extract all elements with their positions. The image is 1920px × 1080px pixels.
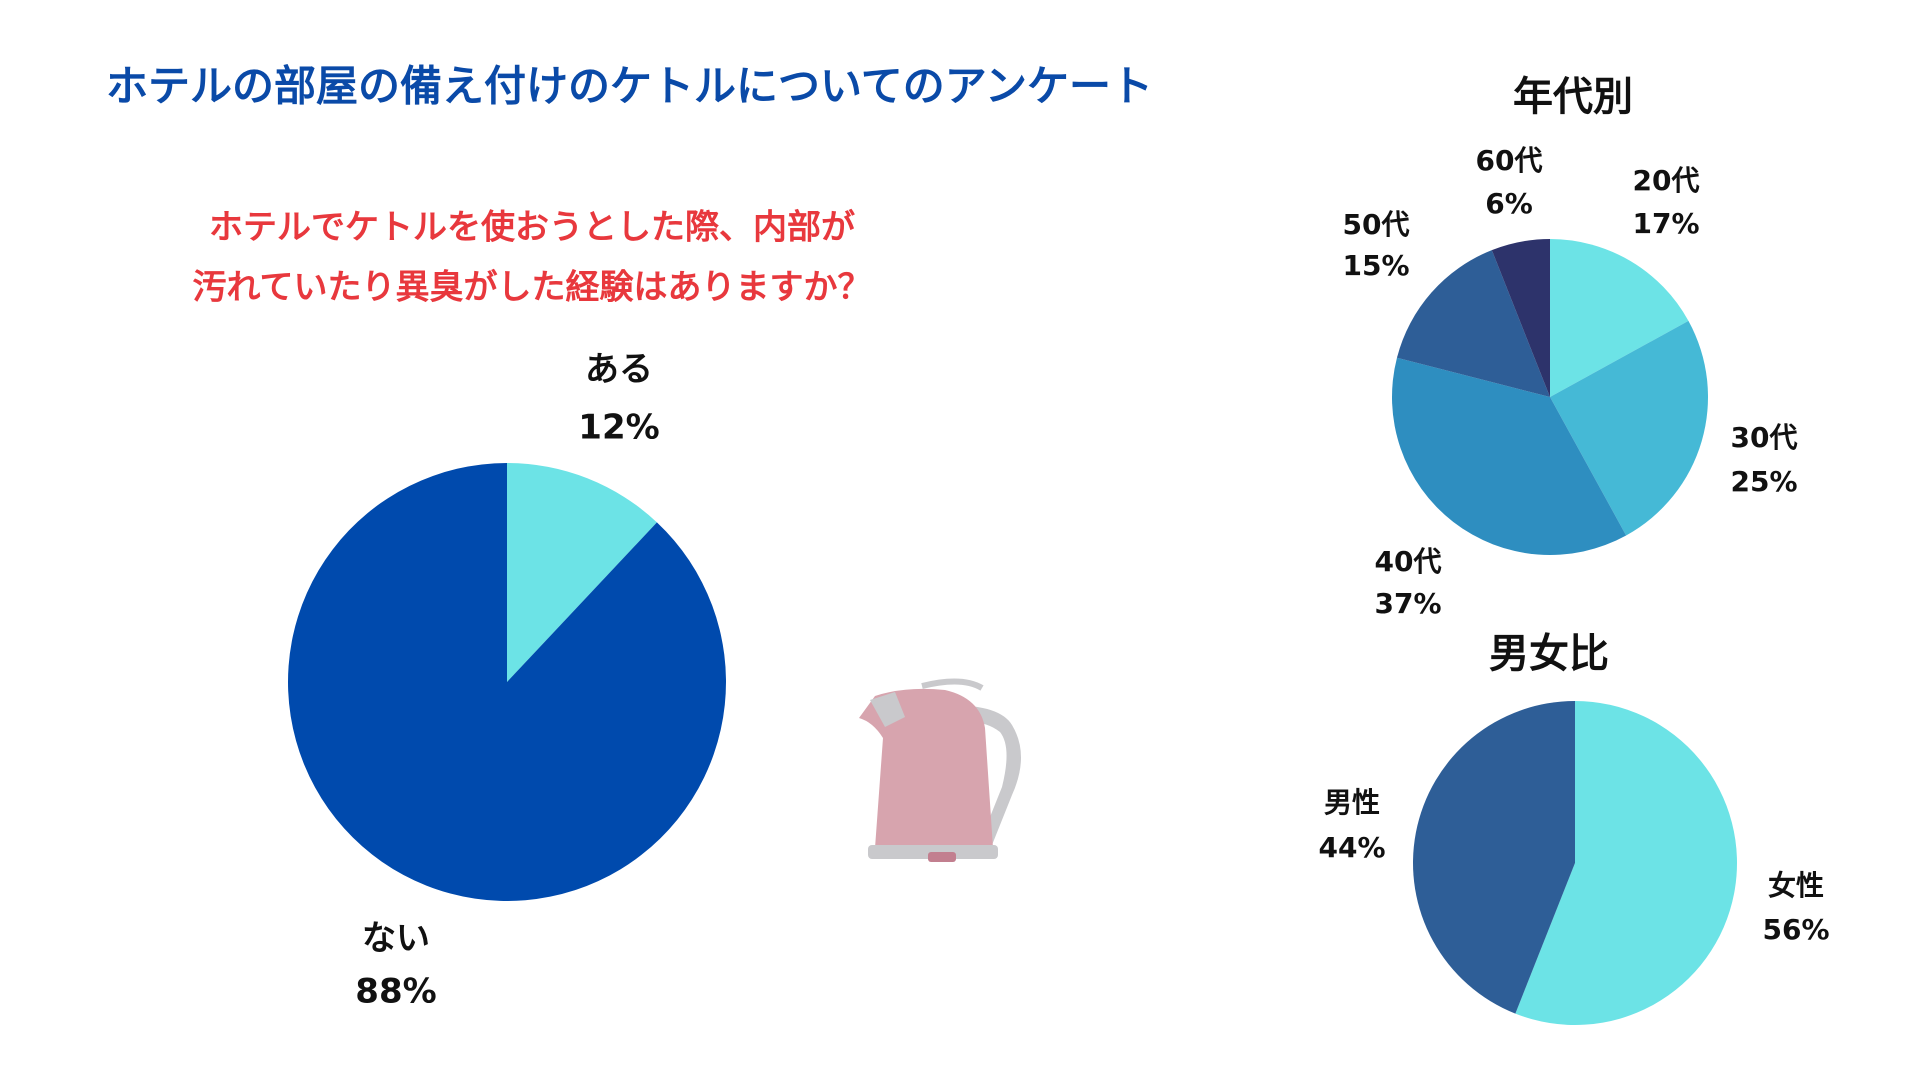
kettle — [859, 678, 1021, 862]
chart-title: 汚れていたり異臭がした経験はありますか？ — [193, 268, 872, 308]
value-label: 44% — [1318, 831, 1385, 864]
value-label: 17% — [1632, 207, 1699, 240]
slice-label: 40代 — [1375, 545, 1442, 578]
slice-label: ない — [362, 919, 430, 959]
pie-slice — [1550, 320, 1708, 536]
value-label: 56% — [1762, 913, 1829, 946]
slice-label: 20代 — [1633, 164, 1700, 197]
pie-slice — [1392, 357, 1627, 555]
pie-slice — [1413, 701, 1575, 1014]
slice-label: 男性 — [1324, 786, 1380, 819]
value-label: 37% — [1374, 587, 1441, 620]
pie-slice — [287, 463, 726, 901]
slice-label: 50代 — [1343, 208, 1410, 241]
pie-slice — [1491, 239, 1550, 397]
pie-slice — [507, 463, 657, 682]
value-label: 25% — [1730, 465, 1797, 498]
value-label: 6% — [1485, 187, 1533, 220]
pie-slice — [1396, 250, 1550, 397]
chart-title: ホテルでケトルを使おうとした際、内部が — [209, 208, 855, 248]
value-label: 88% — [355, 972, 436, 1012]
chart-title: 年代別 — [1513, 74, 1633, 120]
slice-label: ある — [585, 350, 653, 390]
slice-label: 女性 — [1768, 869, 1824, 902]
value-label: 12% — [578, 408, 659, 448]
slice-label: 30代 — [1731, 421, 1798, 454]
chart-title: 男女比 — [1489, 631, 1609, 677]
page-title: ホテルの部屋の備え付けのケトルについてのアンケート — [106, 62, 1153, 111]
pie-slice — [1550, 239, 1689, 397]
value-label: 15% — [1342, 249, 1409, 282]
slice-label: 60代 — [1476, 144, 1543, 177]
pie-slice — [1515, 701, 1738, 1025]
